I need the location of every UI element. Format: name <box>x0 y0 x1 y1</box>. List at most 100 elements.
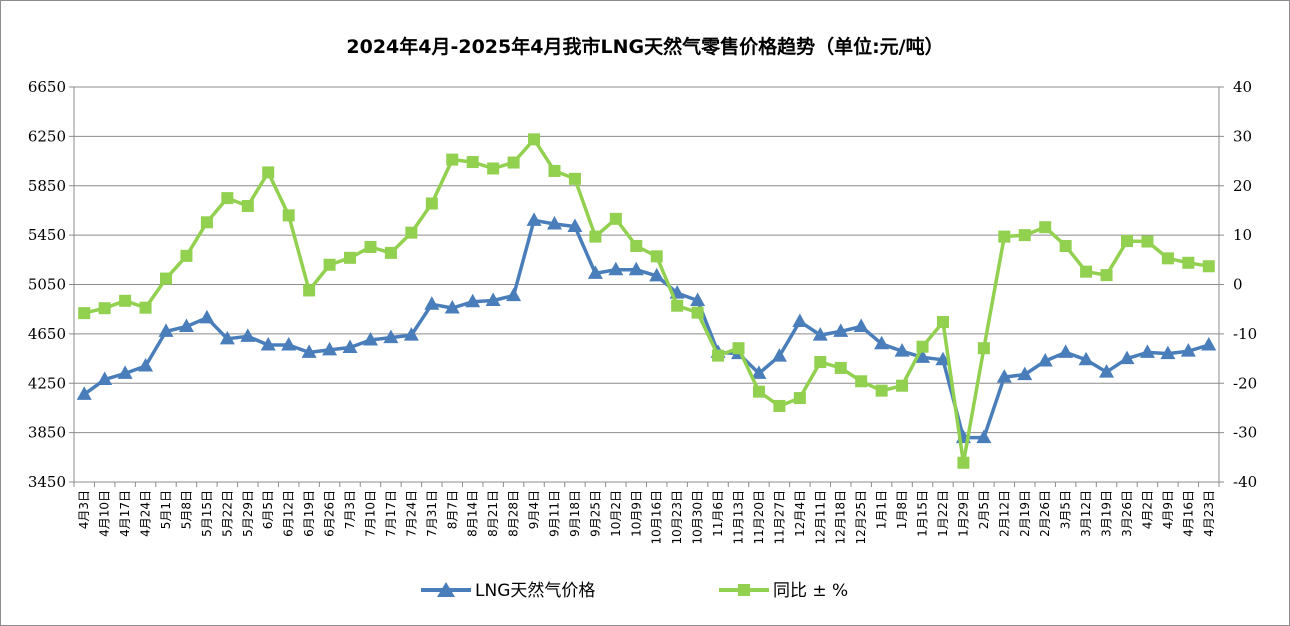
data-point-square <box>139 301 152 314</box>
legend-marker-triangle-icon <box>437 582 455 597</box>
x-axis-tick-label: 12月18日 <box>834 490 848 545</box>
x-axis-tick-label: 3月5日 <box>1059 490 1073 529</box>
x-axis-tick-label: 6月26日 <box>323 490 337 537</box>
x-axis-tick-label: 7月31日 <box>425 490 439 537</box>
right-axis-tick-label: 0 <box>1233 276 1243 294</box>
data-point-square <box>548 164 561 177</box>
data-point-triangle <box>628 261 644 276</box>
data-point-square <box>466 156 479 169</box>
right-axis-tick-label: 40 <box>1233 78 1252 96</box>
data-point-square <box>1141 235 1154 248</box>
x-axis-tick-label: 7月3日 <box>343 490 357 529</box>
x-axis-tick-label: 3月19日 <box>1100 490 1114 537</box>
data-point-triangle <box>138 357 154 372</box>
data-point-triangle <box>158 323 174 337</box>
data-point-square <box>752 385 765 398</box>
data-point-square <box>323 258 336 271</box>
data-point-triangle <box>465 293 481 308</box>
data-point-square <box>589 230 602 243</box>
legend-label-lng-price: LNG天然气价格 <box>475 581 595 601</box>
x-axis-tick-label: 4月24日 <box>139 490 153 537</box>
legend-item-yoy: 同比 ± % <box>719 581 848 601</box>
data-point-square <box>1182 256 1195 269</box>
x-axis-tick-label: 4月23日 <box>1202 490 1216 537</box>
data-point-triangle <box>935 351 951 366</box>
x-axis-tick-label: 11月27日 <box>772 490 786 545</box>
data-point-triangle <box>260 336 276 351</box>
x-axis-tick-label: 8月28日 <box>507 490 521 537</box>
data-point-triangle <box>117 365 133 379</box>
x-axis-tick-label: 1月8日 <box>895 490 909 529</box>
left-axis-tick-label: 5050 <box>28 276 66 294</box>
right-axis-tick-label: 20 <box>1233 177 1252 195</box>
data-point-triangle <box>587 265 603 279</box>
x-axis-tick-label: 9月25日 <box>588 490 602 537</box>
data-point-triangle <box>403 327 419 341</box>
data-point-triangle <box>383 329 399 344</box>
data-point-square <box>241 199 254 212</box>
x-axis-tick-label: 10月30日 <box>691 490 705 545</box>
x-axis-tick-label: 11月20日 <box>752 490 766 545</box>
x-axis-ticks: 4月3日 4月10日 4月17日 4月24日 5月1日 5月8日 5月15日 5月22日 5月2… <box>77 490 1216 545</box>
data-point-square <box>1018 229 1031 242</box>
data-point-square <box>609 212 622 225</box>
x-axis-tick-label: 5月29日 <box>241 490 255 537</box>
left-axis-tick-label: 6250 <box>28 127 66 145</box>
data-point-triangle <box>1078 351 1094 366</box>
data-point-square <box>446 153 459 166</box>
x-axis-tick-label: 10月2日 <box>609 490 623 537</box>
data-point-square <box>1080 265 1093 278</box>
data-point-square <box>160 272 173 285</box>
data-point-square <box>936 316 949 329</box>
legend-item-lng-price: LNG天然气价格 <box>421 581 595 601</box>
x-axis-tick-label: 10月16日 <box>650 490 664 545</box>
data-point-triangle <box>424 296 440 310</box>
data-point-square <box>671 299 684 312</box>
data-point-triangle <box>76 386 92 400</box>
data-point-triangle <box>1017 366 1033 381</box>
x-axis-tick-label: 7月17日 <box>384 490 398 537</box>
data-point-square <box>303 284 316 297</box>
right-axis-tick-label: -30 <box>1233 424 1257 442</box>
data-point-triangle <box>342 339 358 353</box>
data-point-square <box>405 226 418 239</box>
data-point-triangle <box>1099 364 1115 378</box>
x-axis-tick-label: 9月18日 <box>568 490 582 537</box>
left-axis-tick-label: 3450 <box>28 473 66 491</box>
data-point-triangle <box>771 348 787 362</box>
x-axis-tick-label: 3月12日 <box>1079 490 1093 537</box>
x-axis-tick-label: 6月5日 <box>261 490 275 529</box>
data-point-square <box>732 342 745 355</box>
data-point-square <box>282 209 295 222</box>
x-axis-tick-label: 4月16日 <box>1181 490 1195 537</box>
data-point-square <box>200 216 213 229</box>
data-point-square <box>1161 252 1174 265</box>
data-point-square <box>875 384 888 397</box>
x-axis-tick-label: 5月15日 <box>200 490 214 537</box>
data-point-square <box>691 306 704 319</box>
data-point-square <box>78 307 91 320</box>
x-axis-tick-label: 6月19日 <box>302 490 316 537</box>
x-axis-tick-label: 8月21日 <box>486 490 500 537</box>
x-axis-tick-label: 1月29日 <box>956 490 970 537</box>
right-axis-tick-label: -10 <box>1233 325 1257 343</box>
data-point-triangle <box>444 299 460 314</box>
right-axis-tick-label: -20 <box>1233 374 1257 392</box>
data-point-square <box>344 251 357 264</box>
data-point-triangle <box>690 292 706 307</box>
data-point-triangle <box>833 323 849 337</box>
data-point-square <box>834 361 847 374</box>
right-axis-tick-label: 10 <box>1233 226 1252 244</box>
x-axis-tick-label: 12月25日 <box>854 490 868 545</box>
data-point-square <box>773 399 786 412</box>
left-axis-tick-label: 4250 <box>28 374 66 392</box>
data-point-square <box>855 375 868 388</box>
x-axis-tick-label: 12月4日 <box>793 490 807 537</box>
x-axis-tick-label: 5月1日 <box>159 490 173 529</box>
x-axis-tick-label: 11月13日 <box>732 490 746 545</box>
data-point-triangle <box>812 327 828 341</box>
data-point-triangle <box>996 369 1012 383</box>
x-axis-tick-label: 2月26日 <box>1038 490 1052 537</box>
